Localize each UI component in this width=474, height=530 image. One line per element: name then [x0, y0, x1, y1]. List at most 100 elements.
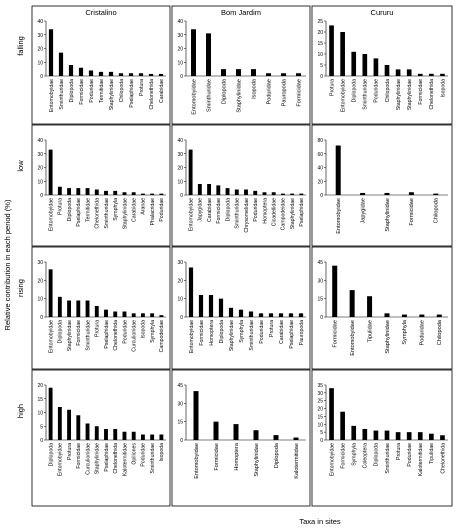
- panel-cristalino-rising: 0 10 20 30 Entomobyidae Diplopoda Staphylinida…: [31, 246, 171, 370]
- bar-poduridae: [159, 193, 164, 195]
- bar-staphylinidae: [122, 192, 127, 195]
- panel-cristalino-high: 0 5 10 15 20 Diplopoda Entomobyidae Protura Form…: [31, 369, 171, 507]
- x-tick-label: Staphylinidae: [229, 320, 235, 351]
- bar-sminthuridae: [58, 52, 64, 76]
- bar-sminthuridae: [104, 190, 108, 195]
- row-label-falling: falling: [16, 36, 25, 56]
- bar-curculionidae: [131, 313, 136, 317]
- panel-cristalino-falling: Cristalino 0 10 20 30 40 Entomobyidae Sminthuri…: [31, 5, 171, 125]
- x-tick-label: Symphyla: [113, 198, 119, 221]
- x-tick-label: Formicidae: [333, 320, 339, 348]
- y-tick-label: 0: [320, 193, 323, 199]
- x-tick-label: Symphyla: [402, 319, 408, 344]
- bar-tipulidae: [367, 296, 373, 317]
- y-tick-label: 20: [177, 47, 183, 53]
- y-tick-label: 30: [37, 33, 43, 39]
- x-tick-label: Chelonethida: [429, 79, 435, 110]
- panel-frame: [31, 5, 171, 125]
- y-tick-label: 35: [317, 383, 323, 389]
- y-tick-label: 30: [177, 401, 183, 407]
- x-tick-label: Poduridae: [89, 79, 95, 103]
- x-axis-title: Taxa in sites: [299, 517, 341, 526]
- x-tick-label: Poduridae: [266, 79, 272, 105]
- bar-formicidae: [408, 192, 414, 195]
- x-tick-label: Entomobyidae: [329, 443, 335, 476]
- bar-symphyla: [401, 314, 407, 317]
- bar-staphylinidae: [395, 69, 401, 76]
- x-tick-label: Poduridae: [141, 443, 147, 467]
- x-tick-label: Poduridae: [253, 198, 259, 222]
- bar-homoptera: [208, 295, 214, 317]
- bar-japygidae: [360, 192, 366, 195]
- panel-cururu-low: 0 20 40 60 80 Entomobyidae Japygidae Staphylini…: [311, 124, 453, 247]
- y-tick-label: 30: [37, 260, 43, 266]
- bar-diplopoda: [373, 430, 379, 440]
- bar-carabidae: [131, 192, 136, 195]
- x-tick-label: Sminthuridae: [249, 320, 255, 351]
- y-tick-label: 20: [177, 166, 183, 172]
- x-tick-label: Formicidae: [409, 198, 415, 226]
- x-tick-label: Entomobyidae: [336, 198, 342, 234]
- x-tick-label: Entomobyidae: [350, 320, 356, 356]
- x-tick-label: Chilopoda: [434, 197, 440, 223]
- x-tick-label: Kalotermitidae: [418, 443, 424, 476]
- bar-isopoda: [140, 313, 145, 317]
- x-tick-label: Pselaphidae: [299, 198, 305, 227]
- bar-termitidae: [98, 71, 104, 76]
- x-tick-label: Japygidae: [198, 198, 204, 222]
- bar-formicidae: [198, 295, 204, 317]
- bar-chrysomelidae: [244, 189, 248, 195]
- bar-formicidae: [78, 67, 84, 76]
- x-tick-label: Carabidae: [159, 79, 165, 103]
- x-tick-label: Isopoda: [159, 443, 165, 462]
- bar-staphylinidae: [228, 307, 234, 317]
- x-tick-label: Termitidae: [99, 79, 105, 103]
- y-tick-label: 15: [177, 420, 183, 426]
- x-tick-label: Kalotermitidae: [294, 443, 300, 479]
- x-tick-label: Homoptera: [262, 198, 268, 224]
- x-tick-label: Formicidae: [199, 320, 205, 346]
- y-tick-label: 20: [317, 407, 323, 413]
- bar-staphylinidae: [290, 193, 295, 195]
- bar-homoptera: [262, 192, 267, 195]
- panel-frame: [31, 246, 171, 370]
- x-tick-label: Pselaphidae: [104, 320, 110, 349]
- x-tick-label: Coleoptera: [363, 443, 369, 468]
- bar-entomobyidae: [188, 267, 194, 317]
- x-tick-label: Protura: [67, 443, 73, 460]
- x-tick-label: Sminthuridae: [85, 320, 91, 351]
- bar-japygidae: [197, 184, 202, 195]
- bar-symphyla: [150, 313, 155, 317]
- y-tick-label: 0: [320, 315, 323, 321]
- panel-bom-jardim-high: 0 15 30 45 Entomobyidae Formicidae Homoptera St…: [171, 369, 311, 507]
- x-tick-label: Poduridae: [122, 320, 128, 344]
- y-tick-label: 60: [317, 152, 323, 158]
- y-tick-label: 80: [317, 138, 323, 144]
- x-tick-label: Poduridae: [159, 198, 165, 222]
- bar-sminthuridae: [234, 189, 239, 195]
- panel-frame: [171, 124, 311, 247]
- y-tick-label: 25: [317, 19, 323, 25]
- x-tick-label: Homoptera: [234, 442, 240, 471]
- x-tick-label: Formicidae: [76, 443, 82, 469]
- x-tick-label: Chelonethida: [113, 443, 119, 474]
- bar-chilopoda: [433, 193, 439, 195]
- bar-pauropoda: [298, 313, 304, 317]
- x-tick-label: Kalotermitidae: [122, 443, 128, 476]
- y-tick-label: 0: [320, 74, 323, 80]
- panel-cururu-rising: 0 15 30 45 Formicidae Entomobyidae Tipulidae St…: [311, 246, 453, 370]
- y-tick-label: 10: [37, 60, 43, 66]
- bar-symphyla: [113, 190, 118, 195]
- y-tick-label: 15: [317, 297, 323, 303]
- x-tick-label: Campodeidae: [281, 198, 287, 230]
- panel-frame: [31, 369, 171, 507]
- x-tick-label: Chelonethida: [113, 320, 119, 351]
- bar-pselaphidae: [128, 73, 134, 76]
- bar-homoptera: [233, 424, 239, 440]
- x-tick-label: Poduridae: [374, 79, 380, 103]
- column-title-cururu: Cururu: [371, 8, 394, 17]
- x-tick-label: Cicadellidae: [271, 198, 277, 226]
- y-tick-label: 20: [37, 278, 43, 284]
- y-tick-label: 20: [317, 179, 323, 185]
